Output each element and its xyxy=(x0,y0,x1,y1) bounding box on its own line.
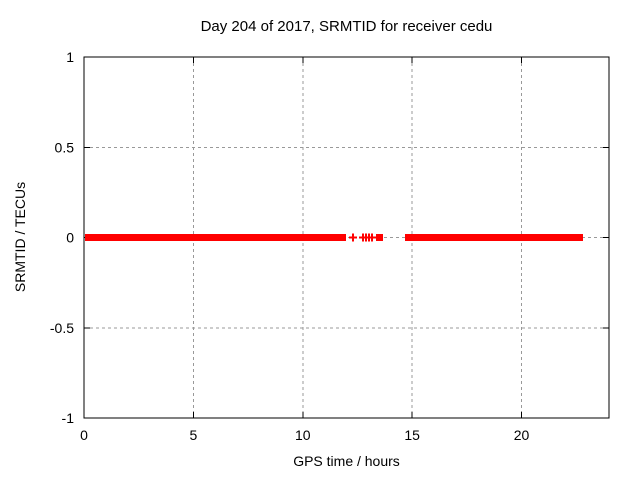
y-tick-label: 0 xyxy=(66,230,74,246)
y-tick-label: -0.5 xyxy=(50,320,74,336)
y-tick-label: 1 xyxy=(66,49,74,65)
x-tick-label: 15 xyxy=(404,427,420,443)
y-tick-label: 0.5 xyxy=(55,139,75,155)
x-tick-label: 20 xyxy=(514,427,530,443)
data-segment xyxy=(85,234,346,241)
y-tick-label: -1 xyxy=(62,410,75,426)
x-tick-label: 5 xyxy=(189,427,197,443)
chart-title: Day 204 of 2017, SRMTID for receiver ced… xyxy=(200,18,493,35)
x-tick-label: 10 xyxy=(295,427,311,443)
x-axis-label: GPS time / hours xyxy=(293,453,400,469)
data-segment xyxy=(405,234,583,241)
x-tick-label: 0 xyxy=(80,427,88,443)
data-segment xyxy=(376,234,383,241)
